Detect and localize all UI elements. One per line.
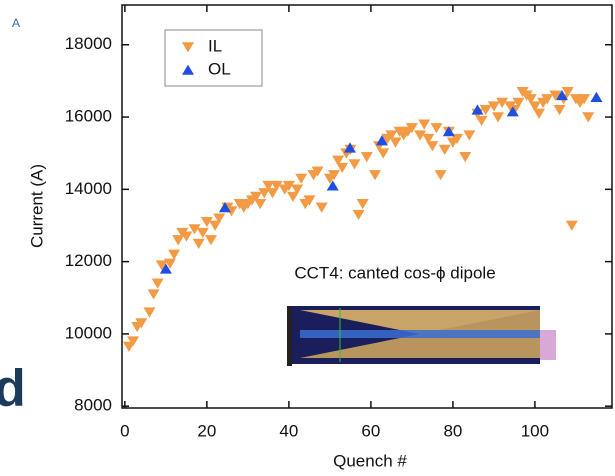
y-axis-label: Current (A) — [27, 164, 46, 248]
point — [327, 180, 339, 190]
point — [357, 199, 369, 209]
point — [439, 145, 451, 155]
x-tick-label: 20 — [197, 421, 216, 440]
point — [143, 307, 155, 317]
point — [476, 116, 488, 126]
point — [168, 250, 180, 260]
x-axis-label: Quench # — [333, 451, 407, 470]
point — [418, 119, 430, 129]
point — [148, 289, 160, 299]
legend-label: OL — [208, 59, 231, 78]
point — [369, 170, 381, 180]
y-tick-label: 14000 — [65, 179, 112, 198]
point — [193, 239, 205, 249]
point — [426, 141, 438, 151]
point — [348, 159, 360, 169]
point — [361, 152, 373, 162]
point — [431, 123, 443, 133]
point — [435, 170, 447, 180]
point — [377, 148, 389, 158]
point — [566, 221, 578, 231]
point — [533, 109, 545, 119]
chart: A d Quench # Current (A) CCT4: canted co… — [0, 0, 615, 476]
point — [353, 210, 365, 220]
annotation: CCT4: canted cos-ϕ dipole — [294, 263, 495, 282]
point — [254, 199, 266, 209]
point — [152, 279, 164, 289]
point — [492, 112, 504, 122]
point — [590, 92, 602, 102]
overlay-text: A — [12, 16, 20, 30]
inset-image — [287, 306, 556, 366]
y-tick-label: 8000 — [74, 396, 112, 415]
x-tick-label: 80 — [443, 421, 462, 440]
point — [295, 174, 307, 184]
y-tick-label: 16000 — [65, 107, 112, 126]
x-tick-label: 60 — [361, 421, 380, 440]
point — [463, 130, 475, 140]
x-tick-label: 40 — [279, 421, 298, 440]
point — [389, 138, 401, 148]
point — [582, 112, 594, 122]
point — [205, 235, 217, 245]
y-tick-label: 18000 — [65, 34, 112, 53]
y-tick-label: 10000 — [65, 323, 112, 342]
x-tick-label: 0 — [120, 421, 129, 440]
point — [459, 152, 471, 162]
overlay-text: d — [0, 360, 26, 418]
legend-label: IL — [208, 36, 222, 55]
point — [554, 105, 566, 115]
point — [316, 203, 328, 213]
y-tick-label: 12000 — [65, 251, 112, 270]
x-tick-label: 100 — [521, 421, 549, 440]
